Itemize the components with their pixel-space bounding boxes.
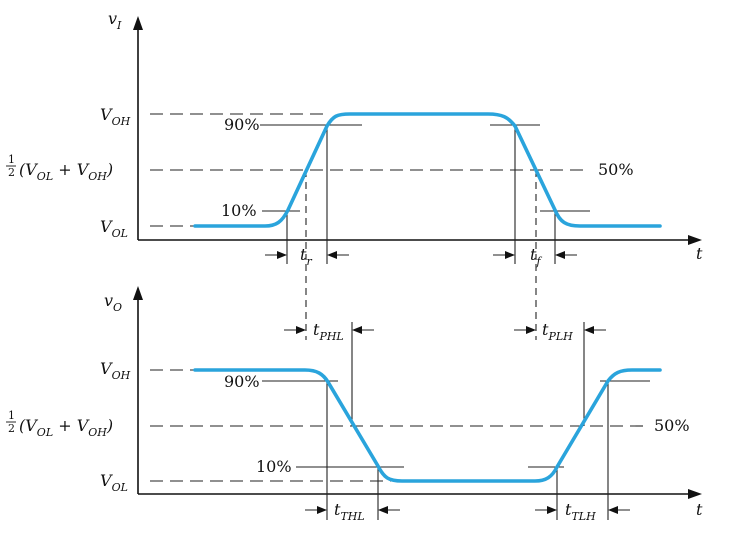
- output-y-axis-arrow: [133, 286, 143, 300]
- input-plot: vI t VOH VOL 1 2 (VOL + VOH) 90% 50% 10%: [6, 9, 703, 268]
- output-10-label: 10%: [256, 457, 292, 476]
- output-waveform: [193, 368, 662, 483]
- input-x-axis-label: t: [696, 244, 703, 263]
- input-10-label: 10%: [221, 201, 257, 220]
- input-voh-label: VOH: [100, 105, 131, 128]
- input-x-axis-arrow: [688, 235, 702, 245]
- output-x-axis-arrow: [688, 489, 702, 499]
- svg-text:tr: tr: [300, 245, 312, 268]
- svg-text:tf: tf: [530, 245, 542, 268]
- ttlh-marker: tTLH: [535, 500, 630, 523]
- input-y-axis-arrow: [133, 16, 143, 30]
- input-mid-level-label: 1 2 (VOL + VOH): [6, 153, 113, 183]
- svg-text:tTHL: tTHL: [334, 500, 365, 523]
- svg-text:1: 1: [8, 153, 15, 166]
- output-vol-label: VOL: [100, 471, 128, 494]
- tphl-marker: tPHL: [284, 320, 374, 343]
- svg-text:(VOL + VOH): (VOL + VOH): [19, 416, 113, 439]
- output-plot: vO t VOH VOL 1 2 (VOL + VOH) 90% 50% 10%: [6, 264, 703, 523]
- input-waveform: [193, 112, 662, 228]
- input-50-label: 50%: [598, 160, 634, 179]
- output-90-label: 90%: [224, 372, 260, 391]
- svg-text:tPHL: tPHL: [313, 320, 344, 343]
- input-vol-label: VOL: [100, 217, 128, 240]
- svg-text:(VOL + VOH): (VOL + VOH): [19, 160, 113, 183]
- svg-text:tPLH: tPLH: [542, 320, 573, 343]
- tplh-marker: tPLH: [514, 320, 606, 343]
- svg-text:2: 2: [8, 422, 15, 435]
- fall-time-marker: tf: [493, 245, 577, 268]
- output-voh-label: VOH: [100, 359, 131, 382]
- input-y-axis-label: vI: [108, 9, 122, 32]
- rise-time-marker: tr: [265, 245, 349, 268]
- svg-text:1: 1: [8, 409, 15, 422]
- input-90-label: 90%: [224, 115, 260, 134]
- svg-text:2: 2: [8, 166, 15, 179]
- output-50-label: 50%: [654, 416, 690, 435]
- svg-text:tTLH: tTLH: [565, 500, 596, 523]
- output-mid-level-label: 1 2 (VOL + VOH): [6, 409, 113, 439]
- tthl-marker: tTHL: [305, 500, 400, 523]
- output-x-axis-label: t: [696, 500, 703, 519]
- output-y-axis-label: vO: [104, 291, 122, 314]
